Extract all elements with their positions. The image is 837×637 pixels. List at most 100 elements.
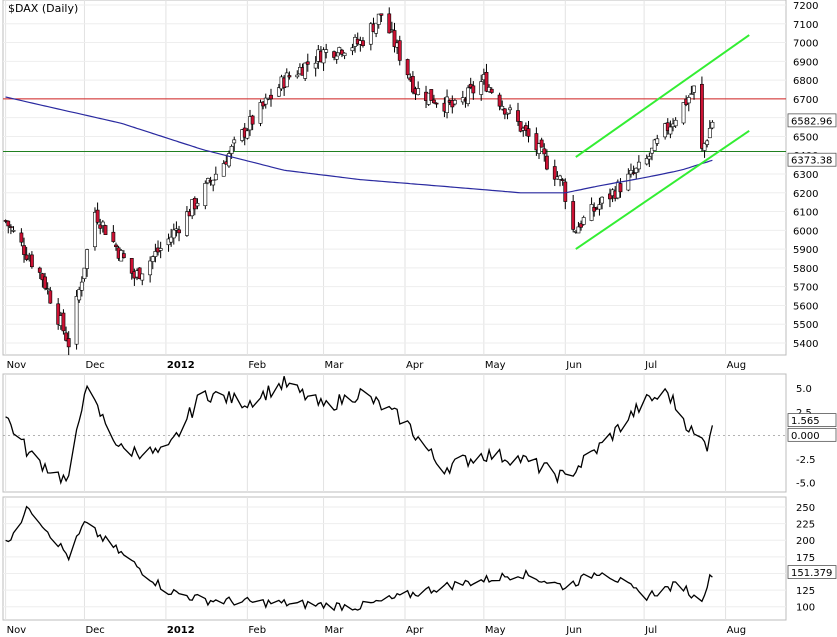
candle-down xyxy=(497,94,502,107)
candle-down xyxy=(534,133,539,151)
candle-up xyxy=(258,102,263,124)
candle-down xyxy=(48,290,53,304)
candle-down xyxy=(700,83,704,149)
oscillator-tick-label: -5.0 xyxy=(796,479,816,490)
price-tick-label: 6500 xyxy=(793,132,818,143)
price-tick-label: 5400 xyxy=(793,339,818,350)
price-tick-label: 7200 xyxy=(793,1,818,12)
candle-down xyxy=(287,75,292,78)
candle-up xyxy=(153,251,158,257)
x-tick-label-feb: Feb xyxy=(248,360,266,371)
candle-up xyxy=(652,139,657,151)
indicator-tick-label: 250 xyxy=(796,503,815,514)
candle-down xyxy=(618,183,623,193)
reference-lines xyxy=(3,98,786,436)
candle-down xyxy=(66,338,71,348)
candle-down xyxy=(114,244,118,248)
candle-up xyxy=(376,13,381,25)
x-tick-label-nov: Nov xyxy=(7,625,27,636)
candle-up xyxy=(79,281,84,291)
candle-down xyxy=(129,257,134,274)
candle-down xyxy=(471,85,476,94)
candle-up xyxy=(681,102,686,124)
candle-down xyxy=(24,254,29,260)
trend-channel xyxy=(575,34,750,250)
x-tick-label-aug: Aug xyxy=(727,360,747,371)
candle-down xyxy=(6,220,11,227)
candle-down xyxy=(489,88,494,93)
candle-up xyxy=(634,167,639,173)
candle-down xyxy=(665,122,670,131)
candle-up xyxy=(11,230,16,232)
candle-up xyxy=(589,204,594,221)
candle-up xyxy=(600,196,604,204)
candle-up xyxy=(558,175,562,180)
candle-down xyxy=(392,30,397,47)
candle-down xyxy=(250,115,255,125)
candle-down xyxy=(571,201,576,230)
oscillator-zero-tag-box xyxy=(787,427,837,442)
last-price-tag-box xyxy=(787,113,837,128)
candle-up xyxy=(232,139,237,144)
candle-down xyxy=(397,40,402,61)
candle-down xyxy=(56,303,61,325)
candle-down xyxy=(429,89,434,101)
candle-up xyxy=(150,256,155,262)
candle-down xyxy=(98,224,103,229)
candle-down xyxy=(518,121,523,132)
candle-up xyxy=(334,55,339,60)
candle-down xyxy=(103,225,108,235)
candle-up xyxy=(686,97,691,104)
candle-down xyxy=(43,276,47,289)
price-tick-label: 6900 xyxy=(793,57,818,68)
y-tick-labels: 7200710070006900680067006600650064006300… xyxy=(793,1,818,614)
candle-up xyxy=(655,138,660,144)
price-tick-label: 6100 xyxy=(793,208,818,219)
candle-up xyxy=(368,23,373,45)
moving-average-tag: 6373.38 xyxy=(791,156,832,167)
candle-up xyxy=(707,127,712,139)
indicator-tick-label: 100 xyxy=(796,603,815,614)
price-tick-label: 5800 xyxy=(793,264,818,275)
candle-down xyxy=(432,99,436,104)
candle-up xyxy=(479,81,484,95)
candle-up xyxy=(324,49,329,53)
x-tick-label-jul: Jul xyxy=(644,360,657,371)
candle-down xyxy=(22,245,26,255)
candle-up xyxy=(295,74,300,78)
candle-up xyxy=(245,130,250,139)
candle-up xyxy=(374,22,379,34)
x-tick-labels: Nov Nov Dec Dec 2012 2012 Feb Feb Mar Mar Apr Apr Ma… xyxy=(7,360,746,636)
chart-title: $DAX (Daily) xyxy=(8,2,78,15)
candle-up xyxy=(629,170,633,175)
moving-average-line xyxy=(5,96,713,194)
indicator-last-tag: 151.379 xyxy=(791,568,832,579)
indicator-path xyxy=(5,505,713,612)
x-tick-label-dec: Dec xyxy=(85,360,104,371)
candle-down xyxy=(379,13,384,16)
x-tick-label-jun: Jun xyxy=(565,360,582,371)
candle-up xyxy=(276,87,281,97)
candle-down xyxy=(410,76,415,93)
oscillator-tick-label: -2.5 xyxy=(796,455,816,466)
candle-up xyxy=(100,221,105,226)
candle-down xyxy=(340,49,344,55)
candle-up xyxy=(710,121,715,129)
price-tick-label: 6000 xyxy=(793,226,818,237)
candle-down xyxy=(61,312,66,332)
oscillator-last-tag: 1.565 xyxy=(791,416,820,427)
price-tick-label: 5500 xyxy=(793,320,818,331)
candle-down xyxy=(539,139,544,148)
candle-down xyxy=(137,267,142,279)
indicator-tick-label: 200 xyxy=(796,536,815,547)
price-panel xyxy=(2,0,787,356)
candle-down xyxy=(361,40,365,46)
price-tick-label: 7000 xyxy=(793,39,818,50)
candle-up xyxy=(185,211,189,236)
x-tick-label-apr: Apr xyxy=(406,625,424,636)
candle-up xyxy=(284,72,289,88)
candle-up xyxy=(171,229,176,239)
moving-average-tag-box xyxy=(787,152,837,167)
candle-up xyxy=(321,49,326,64)
